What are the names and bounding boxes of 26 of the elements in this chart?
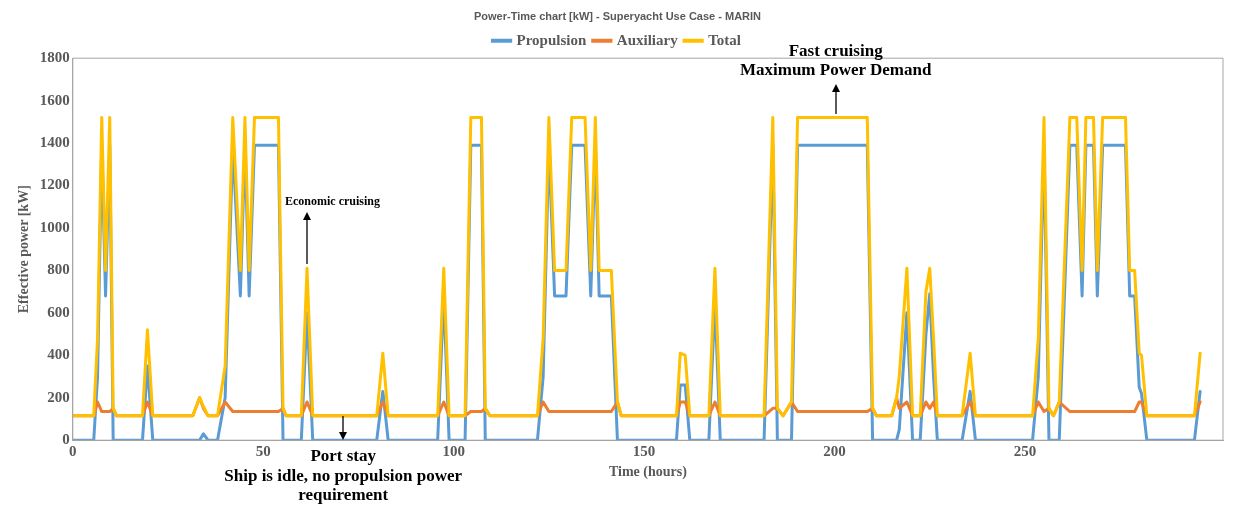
x-tick-label: 250 [1013, 443, 1037, 460]
y-tick-label: 1000 [39, 218, 70, 235]
y-tick-label: 1800 [39, 49, 70, 66]
text: Ship is idle, no propulsion power requirement [223, 465, 464, 505]
x-tick-label: 100 [442, 443, 465, 460]
y-tick-label: 1200 [39, 176, 70, 193]
y-tick-label: 800 [47, 261, 70, 278]
x-tick-label: 200 [823, 443, 846, 460]
y-tick-label: 600 [47, 303, 70, 320]
y-axis-title: Effective power [kW] [16, 185, 32, 314]
y-tick-label: 400 [47, 346, 70, 363]
legend-label: Propulsion [516, 31, 587, 48]
x-tick-label: 150 [632, 443, 656, 460]
x-axis-title: Time (hours) [608, 464, 688, 481]
annotation: Port stay [310, 446, 377, 466]
y-tick-label: 1600 [39, 91, 70, 108]
legend-label: Total [708, 31, 741, 48]
x-tick-label: 50 [255, 443, 271, 460]
annotation: Economic cruising [285, 193, 381, 209]
y-tick-label: 1400 [39, 133, 70, 150]
annotation: Fast cruising [788, 40, 883, 60]
chart-title: Power-Time chart [kW] - Superyacht Use Case - MARIN [473, 9, 762, 22]
y-tick-label: 200 [47, 388, 70, 405]
legend-label: Auxiliary [616, 31, 679, 48]
y-tick-label: 0 [62, 431, 70, 448]
annotation: Maximum Power Demand [738, 60, 933, 80]
